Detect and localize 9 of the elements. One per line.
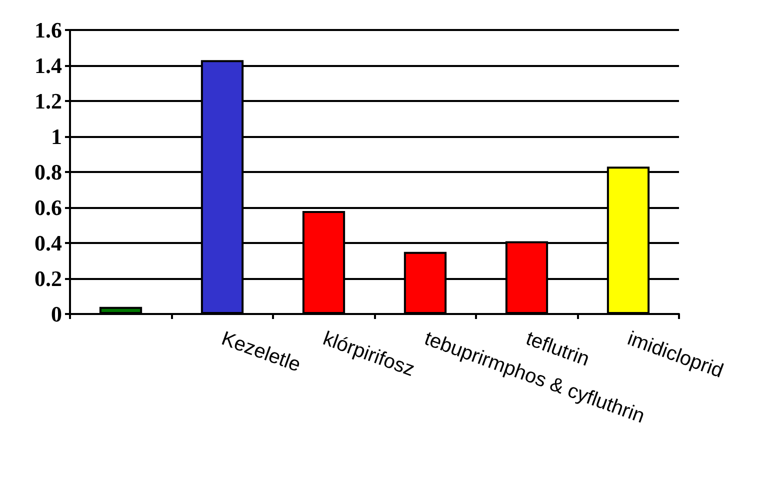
y-tick-label: 0.6 <box>34 195 62 220</box>
y-tick-label: 1.6 <box>34 18 62 42</box>
y-tick-label: 0.4 <box>34 230 62 256</box>
y-tick-label: 1.2 <box>34 88 62 114</box>
y-tick-label: 0 <box>51 302 62 326</box>
y-tick-label: 0.2 <box>34 266 62 291</box>
y-tick-label: 1.4 <box>34 53 62 78</box>
y-tick-label: 0.8 <box>34 160 62 184</box>
y-tick-label: 1 <box>51 124 62 149</box>
